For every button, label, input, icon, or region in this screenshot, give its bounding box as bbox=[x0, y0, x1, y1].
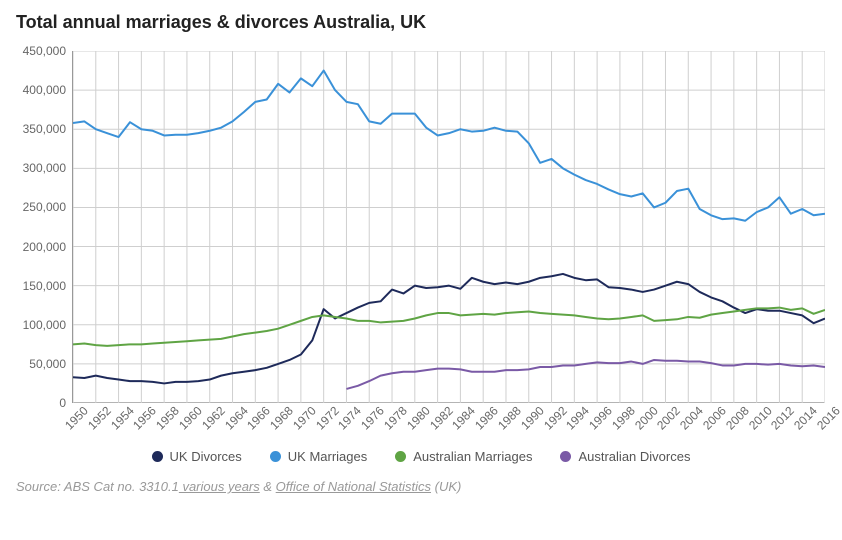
legend-swatch bbox=[560, 451, 571, 462]
x-tick-label: 1980 bbox=[404, 404, 433, 433]
x-tick-label: 1954 bbox=[108, 404, 137, 433]
x-axis: 1950195219541956195819601962196419661968… bbox=[72, 403, 824, 443]
source-link-abs[interactable]: various years bbox=[179, 479, 260, 494]
x-tick-label: 1952 bbox=[85, 404, 114, 433]
x-tick-label: 1976 bbox=[358, 404, 387, 433]
x-tick-label: 1988 bbox=[495, 404, 524, 433]
chart-svg bbox=[73, 51, 825, 403]
x-tick-label: 1990 bbox=[518, 404, 547, 433]
x-tick-label: 1972 bbox=[313, 404, 342, 433]
y-tick-label: 50,000 bbox=[29, 357, 66, 371]
y-tick-label: 200,000 bbox=[23, 240, 66, 254]
x-tick-label: 1984 bbox=[449, 404, 478, 433]
series-uk-divorces bbox=[73, 274, 825, 384]
y-tick-label: 0 bbox=[59, 396, 66, 410]
x-tick-label: 2004 bbox=[677, 404, 706, 433]
x-tick-label: 2008 bbox=[723, 404, 752, 433]
x-tick-label: 2016 bbox=[814, 404, 842, 433]
x-tick-label: 2012 bbox=[769, 404, 798, 433]
x-tick-label: 1956 bbox=[130, 404, 159, 433]
x-tick-label: 1992 bbox=[541, 404, 570, 433]
x-tick-label: 2014 bbox=[791, 404, 820, 433]
y-tick-label: 100,000 bbox=[23, 318, 66, 332]
legend-label: UK Marriages bbox=[288, 449, 367, 464]
y-tick-label: 150,000 bbox=[23, 279, 66, 293]
x-tick-label: 1958 bbox=[153, 404, 182, 433]
legend-swatch bbox=[152, 451, 163, 462]
legend: UK Divorces UK Marriages Australian Marria… bbox=[16, 449, 826, 465]
x-tick-label: 1970 bbox=[290, 404, 319, 433]
legend-label: UK Divorces bbox=[170, 449, 242, 464]
source-suffix: (UK) bbox=[431, 479, 461, 494]
x-tick-label: 1986 bbox=[472, 404, 501, 433]
plot-area bbox=[72, 51, 824, 403]
legend-item: UK Divorces bbox=[152, 449, 242, 464]
x-tick-label: 1998 bbox=[609, 404, 638, 433]
x-tick-label: 1968 bbox=[267, 404, 296, 433]
x-tick-label: 1962 bbox=[199, 404, 228, 433]
legend-swatch bbox=[395, 451, 406, 462]
x-tick-label: 1960 bbox=[176, 404, 205, 433]
source-citation: Source: ABS Cat no. 3310.1 various years… bbox=[16, 479, 826, 494]
y-tick-label: 350,000 bbox=[23, 122, 66, 136]
x-tick-label: 1974 bbox=[336, 404, 365, 433]
legend-item: Australian Marriages bbox=[395, 449, 532, 464]
legend-label: Australian Divorces bbox=[578, 449, 690, 464]
x-tick-label: 1978 bbox=[381, 404, 410, 433]
y-tick-label: 300,000 bbox=[23, 161, 66, 175]
source-prefix: Source: ABS Cat no. 3310.1 bbox=[16, 479, 179, 494]
legend-item: UK Marriages bbox=[270, 449, 367, 464]
x-tick-label: 1994 bbox=[563, 404, 592, 433]
chart-title: Total annual marriages & divorces Austra… bbox=[16, 12, 826, 33]
y-tick-label: 450,000 bbox=[23, 44, 66, 58]
y-axis: 050,000100,000150,000200,000250,000300,0… bbox=[16, 51, 72, 403]
source-link-ons[interactable]: Office of National Statistics bbox=[276, 479, 431, 494]
x-tick-label: 1964 bbox=[222, 404, 251, 433]
chart-container: 0 50,000 100,000 150,000 200,000 250,000 300,0… bbox=[16, 51, 824, 443]
y-tick-label: 250,000 bbox=[23, 200, 66, 214]
x-tick-label: 1982 bbox=[427, 404, 456, 433]
x-tick-label: 1996 bbox=[586, 404, 615, 433]
legend-label: Australian Marriages bbox=[413, 449, 532, 464]
x-tick-label: 1950 bbox=[62, 404, 91, 433]
y-tick-label: 400,000 bbox=[23, 83, 66, 97]
x-tick-label: 2010 bbox=[746, 404, 775, 433]
series-uk-marriages bbox=[73, 71, 825, 221]
series-australian-marriages bbox=[73, 308, 825, 346]
x-tick-label: 2002 bbox=[655, 404, 684, 433]
x-tick-label: 1966 bbox=[244, 404, 273, 433]
legend-swatch bbox=[270, 451, 281, 462]
source-mid: & bbox=[260, 479, 276, 494]
legend-item: Australian Divorces bbox=[560, 449, 690, 464]
x-tick-label: 2000 bbox=[632, 404, 661, 433]
x-tick-label: 2006 bbox=[700, 404, 729, 433]
